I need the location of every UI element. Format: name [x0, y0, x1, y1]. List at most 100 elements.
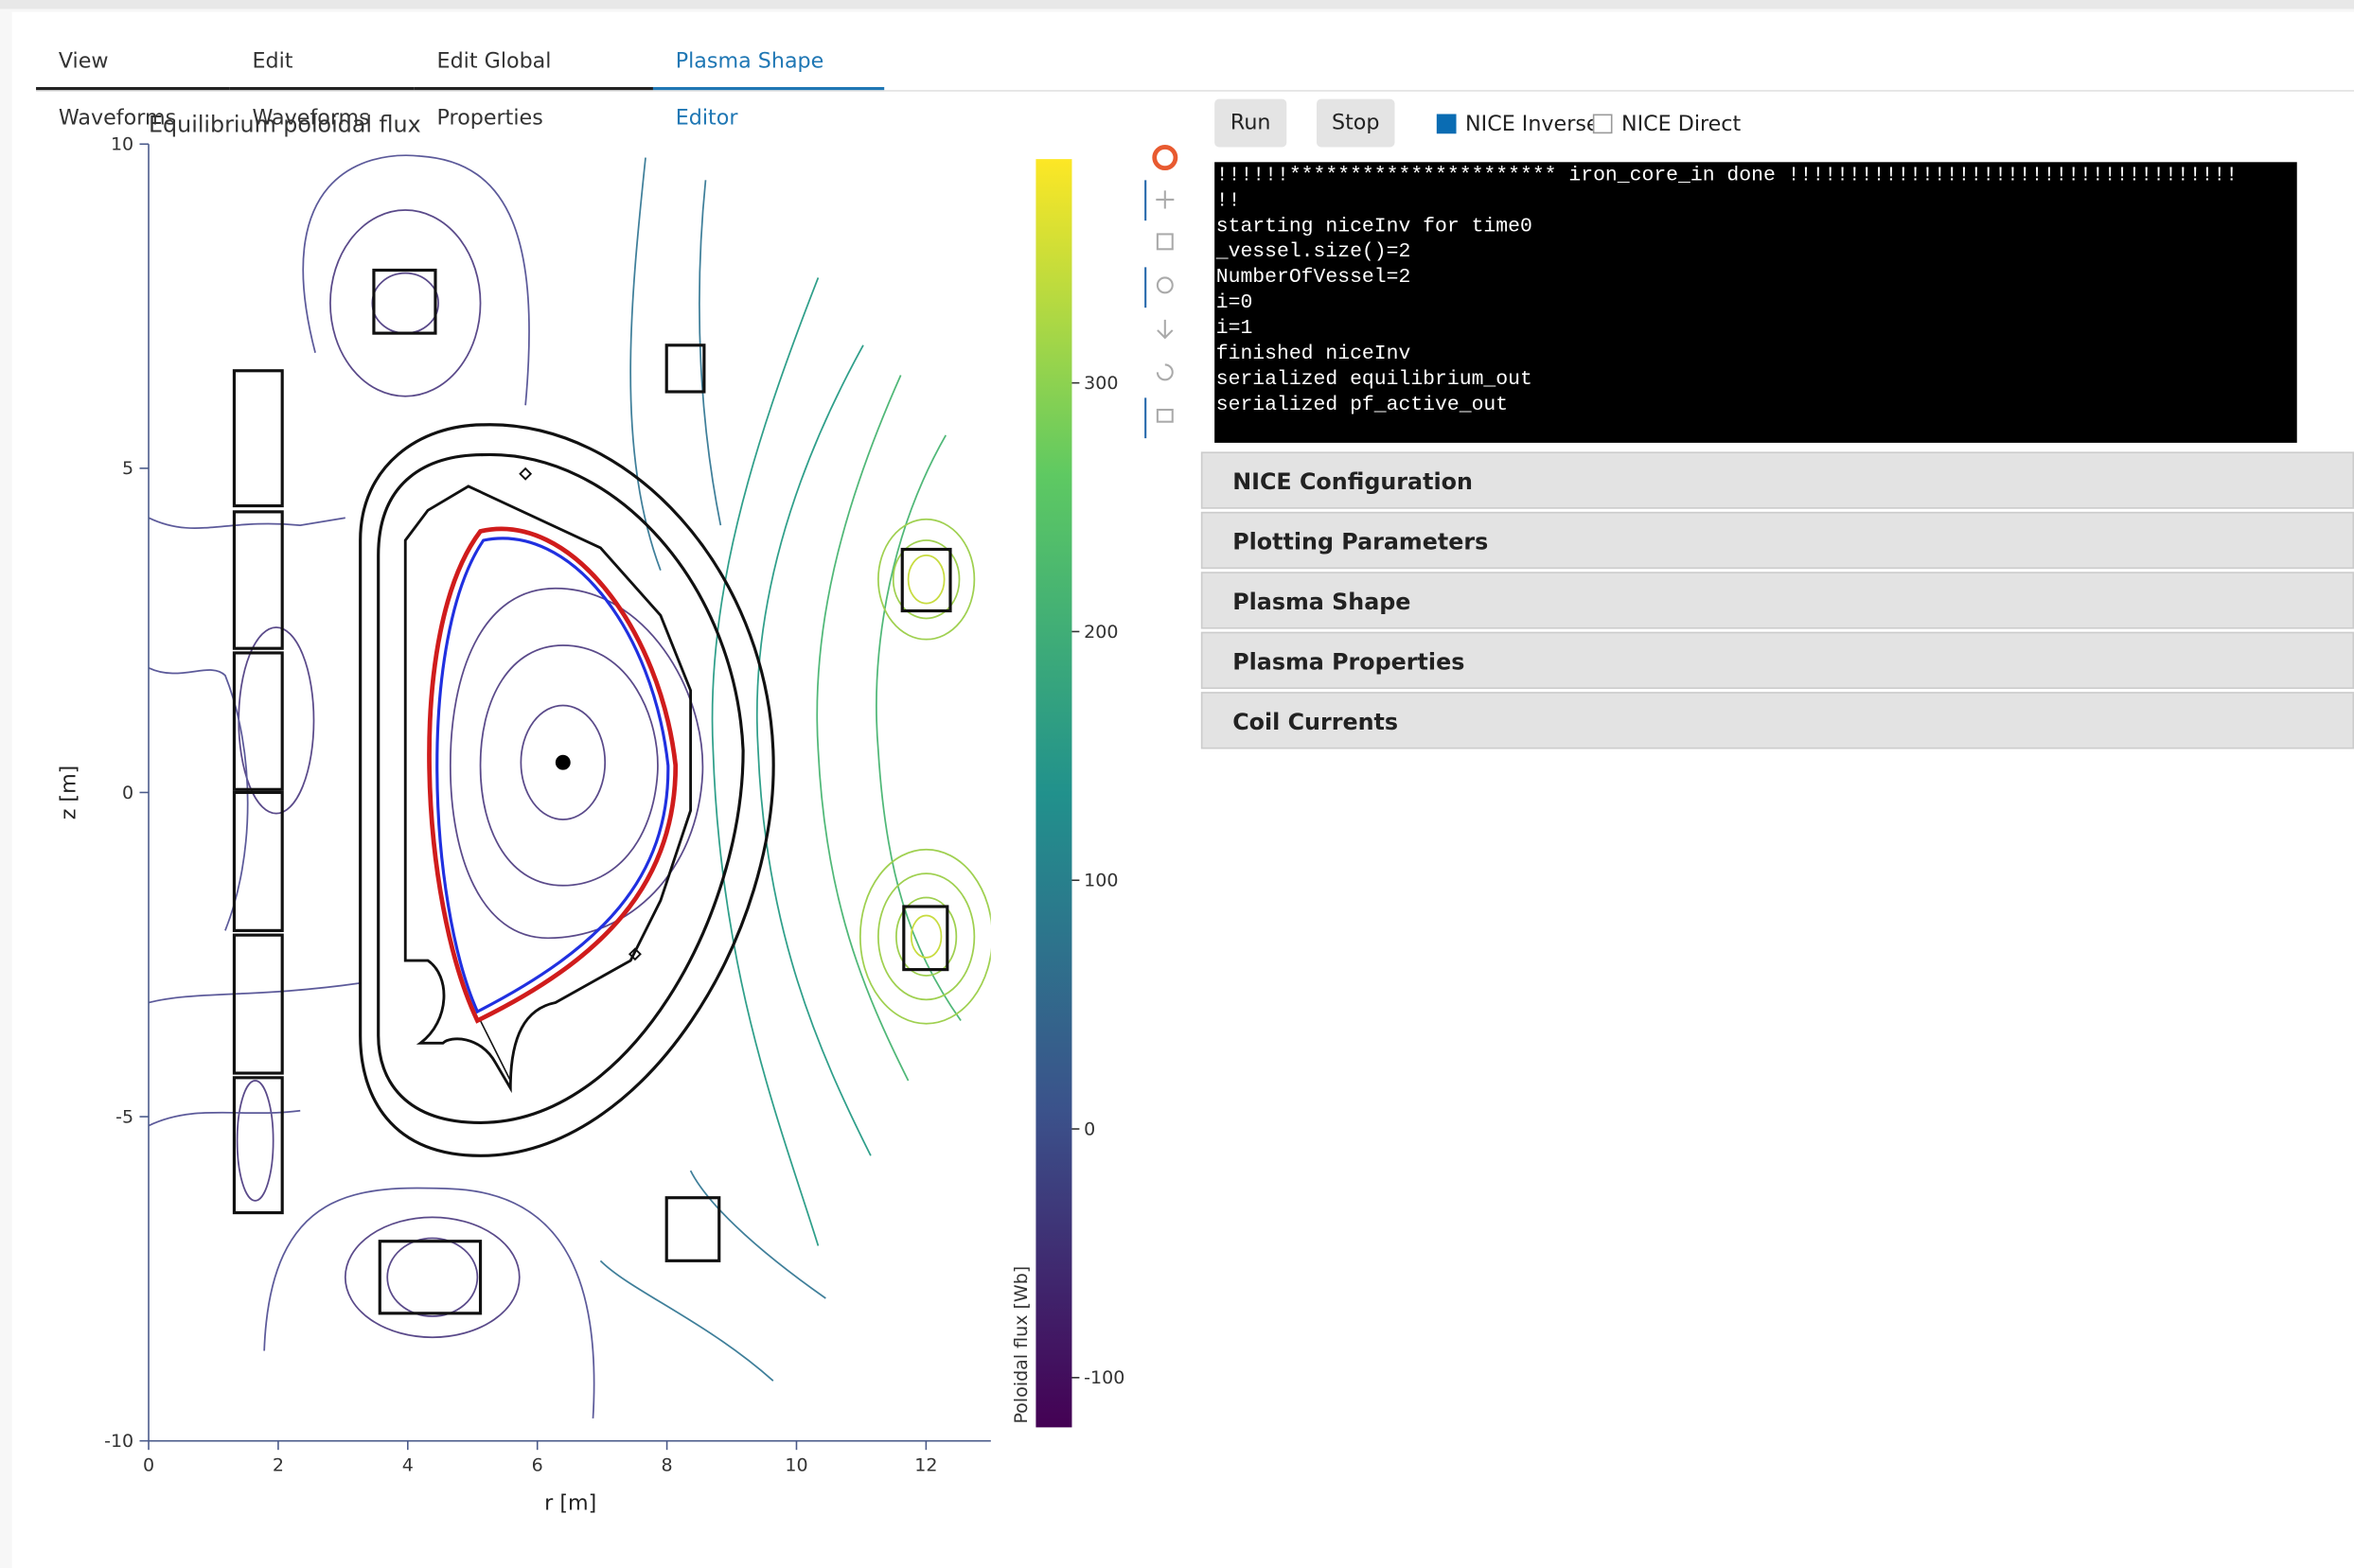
- shape: [149, 982, 361, 1004]
- save-tool[interactable]: [1157, 319, 1174, 340]
- console-output: !!!!!!********************** iron_core_i…: [1214, 162, 2297, 443]
- x-tick-label: 8: [662, 1454, 673, 1475]
- magnetic-axis: [555, 754, 571, 770]
- shape: [876, 518, 976, 641]
- shape: [895, 896, 958, 977]
- shape: [232, 790, 284, 932]
- accordion-header[interactable]: Coil Currents: [1200, 692, 2354, 749]
- console-line: finished niceInv: [1215, 344, 1411, 367]
- contours: [149, 154, 991, 1418]
- shape: [236, 1080, 274, 1202]
- plasma-boundary: [435, 537, 670, 1014]
- tab-bar: View Waveforms Edit Waveforms Edit Globa…: [36, 33, 2354, 131]
- tab[interactable]: Edit Waveforms: [229, 33, 415, 131]
- console-line: serialized equilibrium_out: [1215, 369, 1532, 392]
- shape: [858, 848, 991, 1025]
- colorbar-tick-label: 200: [1084, 622, 1118, 643]
- shape: [711, 277, 872, 1246]
- shape: [232, 369, 284, 508]
- target-boundary: [427, 526, 679, 1024]
- shape: [816, 375, 910, 1082]
- console-line: !!!!!!********************** iron_core_i…: [1215, 165, 2239, 188]
- checkbox-box[interactable]: [1436, 114, 1457, 134]
- logo[interactable]: [1152, 145, 1178, 171]
- shape: [664, 344, 706, 394]
- shape: [329, 209, 482, 397]
- shape: [377, 452, 745, 1124]
- shape: [902, 905, 949, 972]
- shape: [403, 484, 693, 1094]
- colorbar-tick-label: 300: [1084, 373, 1118, 394]
- y-tick-label: 10: [111, 134, 133, 155]
- shape: [149, 154, 595, 1418]
- toolbar: [1144, 145, 1178, 439]
- shape: [892, 539, 961, 620]
- shape: [236, 209, 704, 1339]
- shape: [449, 587, 704, 940]
- shape: [232, 933, 284, 1075]
- shape: [629, 157, 662, 572]
- pan-tool[interactable]: [1156, 190, 1175, 209]
- checkbox-box[interactable]: [1592, 114, 1613, 134]
- y-tick-label: 5: [122, 458, 133, 479]
- y-tick-label: 0: [122, 783, 133, 803]
- shape: [900, 547, 952, 613]
- accordion-header[interactable]: Plasma Shape: [1200, 572, 2354, 629]
- shape: [907, 554, 946, 959]
- x-tick-label: 12: [914, 1454, 937, 1475]
- tab[interactable]: View Waveforms: [36, 33, 230, 131]
- console-line: serialized pf_active_out: [1215, 395, 1509, 417]
- console-line: !!: [1215, 190, 1241, 214]
- checkbox[interactable]: NICE Direct: [1592, 111, 1742, 138]
- shape: [907, 554, 946, 605]
- run-button[interactable]: Run: [1214, 98, 1287, 148]
- shape: [232, 651, 284, 791]
- checkbox-label: NICE Inverse: [1465, 112, 1600, 137]
- checkbox[interactable]: NICE Inverse: [1436, 111, 1600, 138]
- y-tick-label: -10: [104, 1431, 133, 1452]
- shape: [371, 272, 440, 334]
- shape: [664, 1196, 721, 1262]
- shape: [378, 1240, 483, 1315]
- shape: [479, 644, 659, 887]
- checkbox-label: NICE Direct: [1620, 112, 1742, 137]
- shape: [149, 667, 249, 931]
- accordion-header[interactable]: Plotting Parameters: [1200, 511, 2354, 570]
- shape: [372, 268, 437, 335]
- accordion-header[interactable]: NICE Configuration: [1200, 451, 2354, 509]
- x-tick-label: 2: [273, 1454, 284, 1475]
- tab[interactable]: Edit Global Properties: [414, 33, 653, 131]
- tab-active[interactable]: Plasma Shape Editor: [652, 33, 885, 131]
- x-tick-label: 0: [143, 1454, 154, 1475]
- shape: [599, 157, 826, 1382]
- zoom-tool[interactable]: [1156, 233, 1174, 251]
- shape: [232, 1076, 284, 1215]
- colorbar-tick-label: -100: [1084, 1367, 1124, 1388]
- reset-tool[interactable]: [1156, 363, 1174, 381]
- colorbar: [1035, 159, 1072, 1428]
- shape: [628, 947, 642, 961]
- console-line: NumberOfVessel=2: [1215, 267, 1411, 291]
- x-tick-label: 4: [402, 1454, 414, 1475]
- plot: Equilibrium poloidal flux: [56, 112, 1178, 1516]
- shape: [816, 375, 962, 1082]
- shape: [858, 518, 991, 1025]
- x-tick-label: 10: [785, 1454, 807, 1475]
- shape: [519, 467, 533, 481]
- hover-tool[interactable]: [1156, 408, 1174, 423]
- wheel-zoom-tool[interactable]: [1156, 276, 1174, 294]
- shape: [149, 517, 345, 529]
- shape: [599, 1260, 774, 1382]
- accordion-header[interactable]: Plasma Properties: [1200, 631, 2354, 690]
- shape: [263, 1187, 595, 1418]
- y-axis-label: z [m]: [56, 766, 80, 820]
- stop-button[interactable]: Stop: [1317, 98, 1395, 148]
- shape: [876, 872, 976, 1001]
- x-axis-label: r [m]: [544, 1491, 596, 1516]
- shape: [699, 180, 722, 526]
- colorbar-tick-label: 0: [1084, 1119, 1095, 1139]
- shape: [520, 704, 607, 820]
- shape: [876, 434, 962, 1022]
- shape: [910, 914, 943, 959]
